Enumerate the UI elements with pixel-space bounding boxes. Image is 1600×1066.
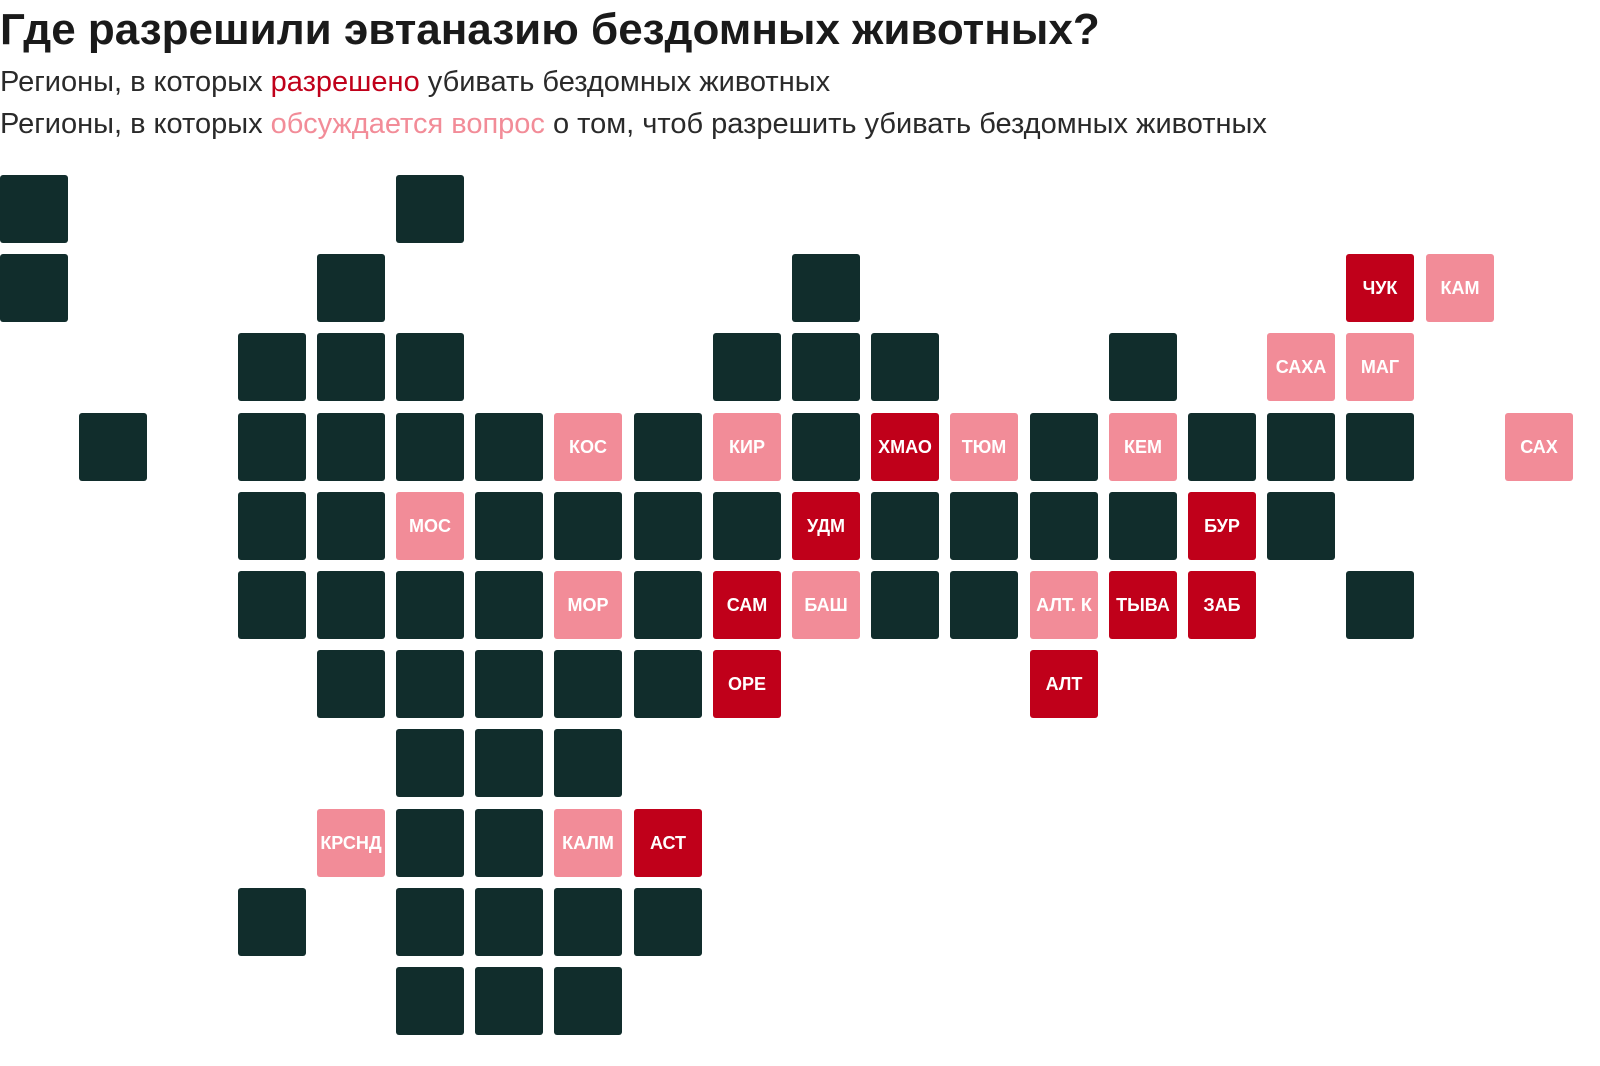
region-tile xyxy=(475,492,543,560)
region-tile xyxy=(554,650,622,718)
region-tile xyxy=(871,333,939,401)
region-tile xyxy=(713,492,781,560)
page-title: Где разрешили эвтаназию бездомных животн… xyxy=(0,5,1100,54)
region-tile xyxy=(634,492,702,560)
region-tile-ТЫВА: ТЫВА xyxy=(1109,571,1177,639)
region-tile xyxy=(475,413,543,481)
region-tile xyxy=(317,650,385,718)
region-tile xyxy=(317,333,385,401)
region-tile xyxy=(1267,492,1335,560)
region-tile xyxy=(396,571,464,639)
region-tile xyxy=(0,175,68,243)
region-tile xyxy=(396,413,464,481)
region-tile xyxy=(1030,492,1098,560)
region-tile xyxy=(950,492,1018,560)
region-tile-КИР: КИР xyxy=(713,413,781,481)
region-tile xyxy=(950,571,1018,639)
region-tile xyxy=(238,333,306,401)
region-tile-БУР: БУР xyxy=(1188,492,1256,560)
region-tile-АЛТ. К: АЛТ. К xyxy=(1030,571,1098,639)
region-tile-БАШ: БАШ xyxy=(792,571,860,639)
region-tile xyxy=(317,571,385,639)
region-tile-МАГ: МАГ xyxy=(1346,333,1414,401)
region-tile xyxy=(0,254,68,322)
region-tile xyxy=(475,888,543,956)
region-tile-ЧУК: ЧУК xyxy=(1346,254,1414,322)
region-tile xyxy=(317,254,385,322)
region-tile xyxy=(396,967,464,1035)
region-tile-ОРЕ: ОРЕ xyxy=(713,650,781,718)
region-tile-САХА: САХА xyxy=(1267,333,1335,401)
region-tile xyxy=(238,888,306,956)
region-tile xyxy=(475,650,543,718)
region-tile xyxy=(554,888,622,956)
legend-allowed: Регионы, в которых разрешено убивать без… xyxy=(0,62,830,102)
region-tile xyxy=(634,413,702,481)
region-tile-ТЮМ: ТЮМ xyxy=(950,413,1018,481)
region-tile xyxy=(554,967,622,1035)
region-tile-УДМ: УДМ xyxy=(792,492,860,560)
legend-allowed-suffix: убивать бездомных животных xyxy=(419,66,831,98)
region-tile xyxy=(475,809,543,877)
region-tile-КАМ: КАМ xyxy=(1426,254,1494,322)
legend-allowed-highlight: разрешено xyxy=(270,66,420,98)
region-tile xyxy=(554,729,622,797)
region-tile xyxy=(396,729,464,797)
region-tile xyxy=(396,333,464,401)
legend-discussed-suffix: о том, чтоб разрешить убивать бездомных … xyxy=(544,108,1267,140)
region-tile-КАЛМ: КАЛМ xyxy=(554,809,622,877)
region-tile xyxy=(792,333,860,401)
region-tile xyxy=(634,650,702,718)
region-tile-ЗАБ: ЗАБ xyxy=(1188,571,1256,639)
region-tile-КОС: КОС xyxy=(554,413,622,481)
region-tile xyxy=(317,492,385,560)
region-tile xyxy=(1267,413,1335,481)
region-tile xyxy=(792,413,860,481)
region-tile-КЕМ: КЕМ xyxy=(1109,413,1177,481)
region-tile xyxy=(871,571,939,639)
region-tile xyxy=(475,967,543,1035)
region-tile xyxy=(238,571,306,639)
region-tile xyxy=(475,571,543,639)
region-tile xyxy=(792,254,860,322)
legend-discussed-highlight: обсуждается вопрос xyxy=(270,108,545,140)
region-tile xyxy=(554,492,622,560)
region-tile xyxy=(1346,571,1414,639)
region-tile xyxy=(871,492,939,560)
legend-allowed-prefix: Регионы, в которых xyxy=(0,66,271,98)
legend-discussed: Регионы, в которых обсуждается вопрос о … xyxy=(0,104,1267,144)
region-tile xyxy=(396,650,464,718)
region-tile xyxy=(1109,492,1177,560)
region-tile-ХМАО: ХМАО xyxy=(871,413,939,481)
region-tile xyxy=(396,888,464,956)
region-tile-САМ: САМ xyxy=(713,571,781,639)
region-tile xyxy=(238,413,306,481)
region-tile xyxy=(1188,413,1256,481)
legend-discussed-prefix: Регионы, в которых xyxy=(0,108,271,140)
region-tile xyxy=(634,888,702,956)
region-tile-МОР: МОР xyxy=(554,571,622,639)
region-tile xyxy=(475,729,543,797)
region-tile-АСТ: АСТ xyxy=(634,809,702,877)
region-tile xyxy=(238,492,306,560)
region-tile xyxy=(634,571,702,639)
region-tile xyxy=(1030,413,1098,481)
region-tile xyxy=(79,413,147,481)
region-tile xyxy=(396,809,464,877)
region-tile-МОС: МОС xyxy=(396,492,464,560)
region-tile xyxy=(1346,413,1414,481)
region-tile-АЛТ: АЛТ xyxy=(1030,650,1098,718)
region-tile-КРСНД: КРСНД xyxy=(317,809,385,877)
region-tile xyxy=(1109,333,1177,401)
region-tile-САХ: САХ xyxy=(1505,413,1573,481)
region-tile xyxy=(317,413,385,481)
region-tile xyxy=(396,175,464,243)
region-tile xyxy=(713,333,781,401)
